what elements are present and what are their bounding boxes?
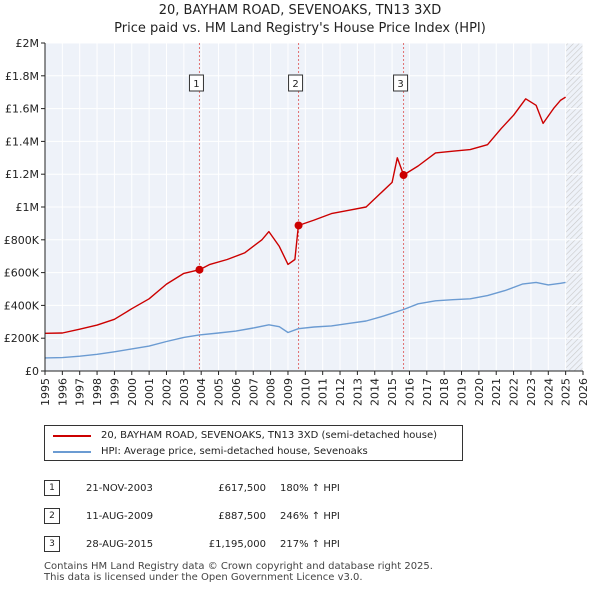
sale-marker-box	[188, 74, 204, 92]
x-tick-label: 2012	[334, 378, 347, 406]
sale-marker-box	[393, 74, 409, 92]
chart-title: 20, BAYHAM ROAD, SEVENOAKS, TN13 3XD	[158, 3, 442, 18]
x-tick-label: 2014	[369, 378, 382, 406]
x-tick-label: 2019	[456, 378, 469, 406]
y-tick-label: £1.4M	[5, 135, 39, 148]
legend-label-property: 20, BAYHAM ROAD, SEVENOAKS, TN13 3XD (se…	[101, 430, 438, 441]
x-tick-label: 2009	[282, 378, 295, 406]
x-tick-label: 2026	[577, 378, 590, 406]
x-tick-label: 2004	[195, 378, 208, 406]
x-tick-label: 2002	[160, 378, 173, 406]
sale-price: £617,500	[218, 482, 266, 494]
footer-copyright: Contains HM Land Registry data © Crown c…	[44, 561, 433, 572]
sale-date: 28-AUG-2015	[86, 538, 154, 550]
sales-table: 1 21-NOV-2003 £617,500 180% ↑ HPI 2 11-A…	[44, 474, 400, 558]
y-tick-label: £400K	[4, 299, 40, 312]
sale-marker-box	[288, 74, 304, 92]
sale-hpi: 246% ↑ HPI	[280, 510, 340, 522]
sale-number-badge: 1	[44, 480, 60, 496]
x-tick-label: 2005	[213, 378, 226, 406]
y-tick-label: £600K	[4, 267, 40, 280]
x-tick-label: 2015	[386, 378, 399, 406]
property-series-line	[44, 96, 566, 334]
sale-point	[399, 171, 408, 180]
footer: Contains HM Land Registry data © Crown c…	[44, 561, 433, 583]
x-tick-label: 2008	[265, 378, 278, 406]
y-tick-label: £0	[25, 365, 39, 378]
x-tick-label: 2001	[143, 378, 156, 406]
x-tick-label: 2018	[438, 378, 451, 406]
x-tick-label: 2006	[230, 378, 243, 406]
legend-item-property: 20, BAYHAM ROAD, SEVENOAKS, TN13 3XD (se…	[53, 428, 453, 444]
sale-date: 11-AUG-2009	[86, 510, 154, 522]
sale-number-badge: 3	[44, 536, 60, 552]
sale-price: £887,500	[218, 510, 266, 522]
y-tick-label: £1.6M	[5, 103, 39, 116]
x-tick-label: 2000	[126, 378, 139, 406]
x-tick-label: 2011	[317, 378, 330, 406]
sale-marker-label: 3	[397, 79, 403, 90]
x-tick-label: 2013	[351, 378, 364, 406]
sale-price: £1,195,000	[208, 538, 266, 550]
legend: 20, BAYHAM ROAD, SEVENOAKS, TN13 3XD (se…	[44, 425, 463, 461]
sale-number-badge: 2	[44, 508, 60, 524]
sale-marker-label: 2	[292, 79, 298, 90]
x-tick-label: 2024	[542, 378, 555, 406]
x-tick-label: 1996	[56, 378, 69, 406]
sale-marker-label: 1	[193, 79, 199, 90]
sale-point	[195, 265, 204, 274]
legend-swatch-hpi	[53, 451, 91, 453]
sale-hpi: 180% ↑ HPI	[280, 482, 340, 494]
x-tick-label: 2023	[525, 378, 538, 406]
table-row: 3 28-AUG-2015 £1,195,000 217% ↑ HPI	[44, 530, 400, 558]
x-tick-label: 2022	[508, 378, 521, 406]
x-tick-label: 2016	[403, 378, 416, 406]
x-tick-label: 2017	[421, 378, 434, 406]
x-tick-label: 2020	[473, 378, 486, 406]
legend-item-hpi: HPI: Average price, semi-detached house,…	[53, 444, 453, 460]
footer-licence: This data is licensed under the Open Gov…	[44, 572, 363, 583]
y-tick-label: £1.2M	[5, 168, 39, 181]
x-tick-label: 2010	[299, 378, 312, 406]
sale-date: 21-NOV-2003	[86, 482, 153, 494]
x-tick-label: 1995	[39, 378, 52, 406]
chart-subtitle: Price paid vs. HM Land Registry's House …	[114, 21, 486, 36]
x-tick-label: 1998	[91, 378, 104, 406]
y-tick-label: £2M	[16, 37, 40, 50]
y-tick-label: £1.8M	[5, 70, 39, 83]
table-row: 2 11-AUG-2009 £887,500 246% ↑ HPI	[44, 502, 400, 530]
x-tick-label: 2003	[178, 378, 191, 406]
hpi-series-line	[44, 281, 566, 359]
y-tick-label: £1M	[16, 201, 40, 214]
x-tick-label: 1999	[108, 378, 121, 406]
sale-hpi: 217% ↑ HPI	[280, 538, 340, 550]
table-row: 1 21-NOV-2003 £617,500 180% ↑ HPI	[44, 474, 400, 502]
x-tick-label: 2021	[490, 378, 503, 406]
legend-swatch-property	[53, 435, 91, 437]
x-tick-label: 2025	[560, 378, 573, 406]
y-tick-label: £800K	[4, 234, 40, 247]
y-tick-label: £200K	[4, 332, 40, 345]
sale-point	[294, 221, 303, 230]
legend-label-hpi: HPI: Average price, semi-detached house,…	[101, 446, 368, 457]
x-tick-label: 2007	[247, 378, 260, 406]
price-chart: 1 2 3 £0 £200K £400K £600K £800K £1M £1.2M £1.4M £…	[4, 37, 590, 406]
x-tick-label: 1997	[74, 378, 87, 406]
